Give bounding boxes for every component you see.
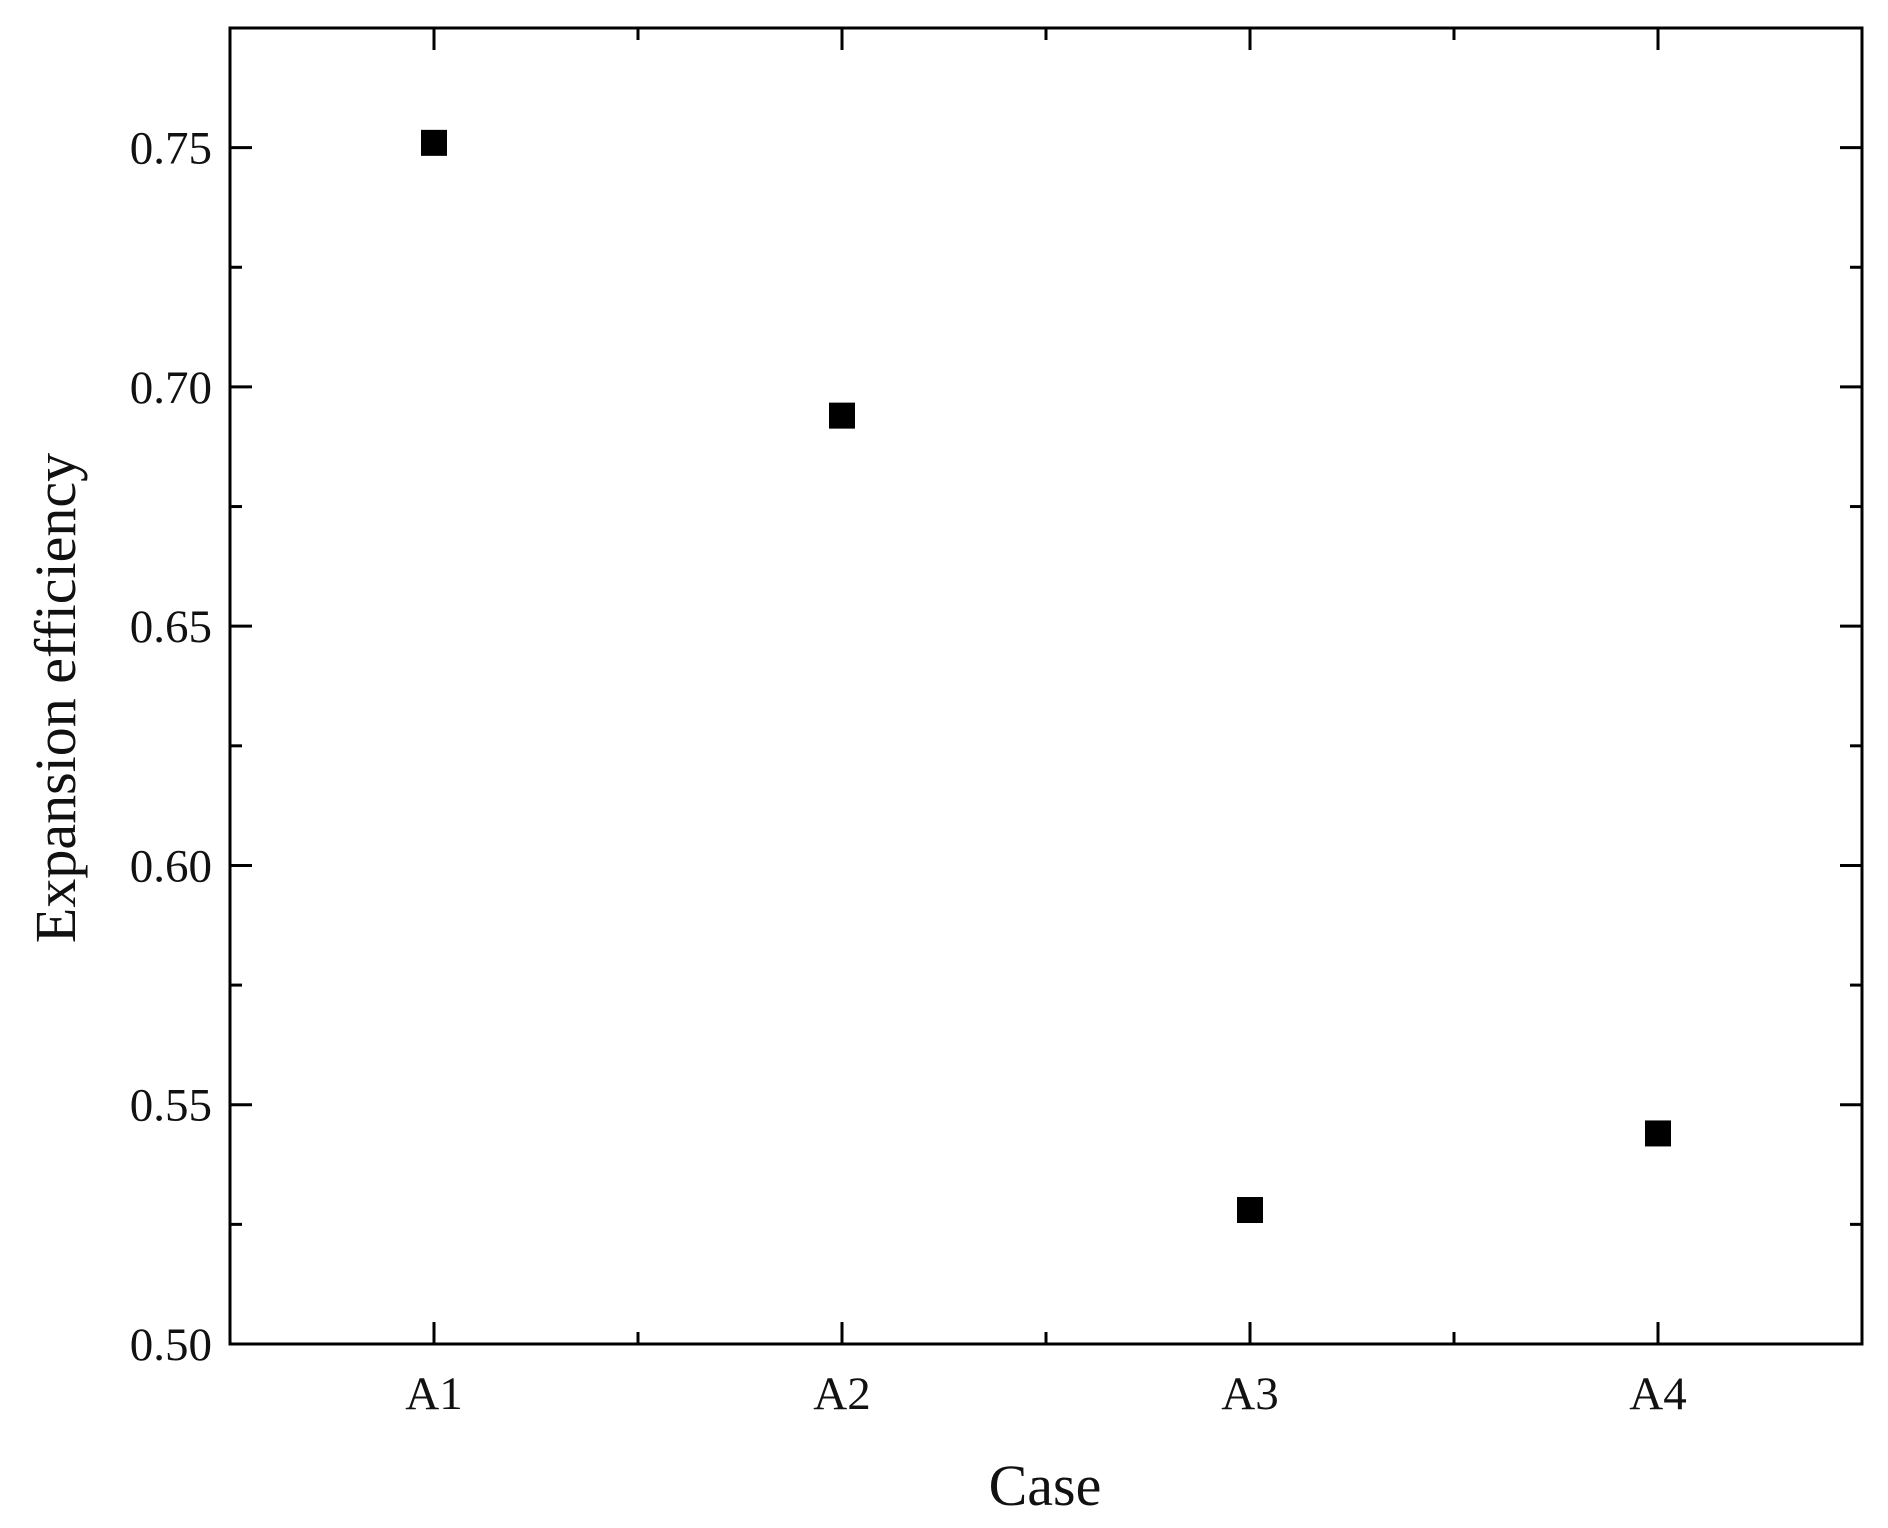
data-point-a3 [1237, 1197, 1263, 1224]
y-tick-label: 0.50 [130, 1319, 212, 1371]
x-axis-ticks: A1 A2 A3 A4 [405, 28, 1687, 1420]
data-point-a2 [829, 402, 855, 429]
x-tick-label: A2 [813, 1368, 870, 1420]
x-tick-label: A4 [1629, 1368, 1686, 1420]
data-point-a1 [421, 129, 447, 156]
x-axis-title: Case [989, 1453, 1102, 1518]
y-tick-label: 0.55 [130, 1080, 212, 1132]
y-tick-label: 0.65 [130, 601, 212, 653]
y-axis-title: Expansion efficiency [23, 453, 88, 943]
data-points [421, 129, 1671, 1224]
x-tick-label: A3 [1221, 1368, 1278, 1420]
y-tick-label: 0.75 [130, 123, 212, 175]
plot-frame [228, 26, 1864, 1346]
y-tick-label: 0.60 [130, 840, 212, 892]
y-tick-label: 0.70 [130, 362, 212, 414]
x-tick-label: A1 [405, 1368, 462, 1420]
plot-area-border [228, 26, 1864, 1346]
y-axis-ticks: 0.50 0.55 0.60 0.65 0.70 0.75 [130, 123, 1862, 1371]
data-point-a4 [1645, 1120, 1671, 1147]
